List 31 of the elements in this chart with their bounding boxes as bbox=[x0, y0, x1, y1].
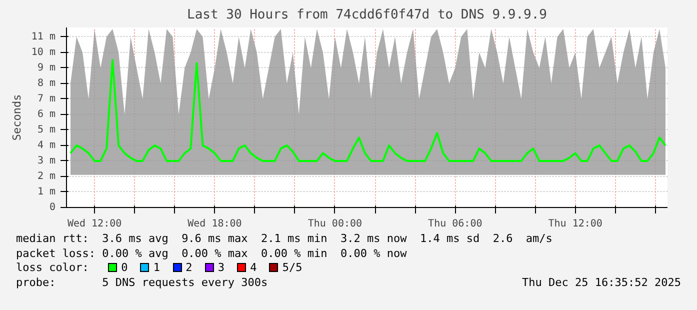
legend-label: 3 bbox=[218, 261, 224, 274]
y-tick-label: 5 m bbox=[37, 124, 56, 136]
y-tick-label: 2 m bbox=[37, 170, 56, 182]
y-tick-label: 11 m bbox=[31, 31, 56, 42]
text: median rtt: 3.6 ms avg 9.6 ms max 2.1 ms min 3.2 ms now 1.4 ms sd 2.6 am/s bbox=[16, 232, 554, 246]
legend-label: 4 bbox=[250, 261, 257, 274]
y-tick-label: 4 m bbox=[37, 140, 56, 151]
text: probe: 5 DNS requests every 300s bbox=[16, 276, 268, 290]
legend-label: 2 bbox=[186, 261, 192, 274]
y-tick-label: 6 m bbox=[37, 108, 56, 120]
x-tick-label: Thu 12:00 bbox=[548, 218, 602, 230]
x-tick-label: Thu 00:00 bbox=[308, 218, 362, 230]
y-tick-label: 7 m bbox=[37, 93, 56, 104]
text: Thu Dec 25 16:35:52 2025 bbox=[522, 276, 681, 290]
legend-title: loss color: bbox=[16, 261, 89, 274]
y-tick-label: 3 m bbox=[37, 155, 56, 166]
legend-label: 1 bbox=[153, 261, 160, 274]
chart-title: Last 30 Hours from 74cdd6f0f47d to DNS 9.9.9.9 bbox=[186, 8, 548, 22]
x-tick-label: Thu 06:00 bbox=[428, 218, 482, 230]
y-axis-title: Seconds bbox=[10, 94, 24, 141]
legend-label: 0 bbox=[121, 261, 128, 274]
x-tick-label: Wed 12:00 bbox=[67, 218, 122, 230]
text: packet loss: 0.00 % avg 0.00 % max 0.00 % min 0.00 % now bbox=[16, 246, 408, 261]
x-tick-label: Wed 18:00 bbox=[188, 218, 242, 230]
y-tick-label: 8 m bbox=[37, 78, 56, 89]
y-tick-label: 10 m bbox=[31, 46, 56, 58]
y-tick-label: 1 m bbox=[37, 186, 56, 198]
y-tick-label: 9 m bbox=[37, 62, 56, 74]
y-tick-label: 0 bbox=[49, 202, 56, 213]
line-series bbox=[70, 59, 666, 162]
legend-label: 5/5 bbox=[282, 261, 302, 274]
